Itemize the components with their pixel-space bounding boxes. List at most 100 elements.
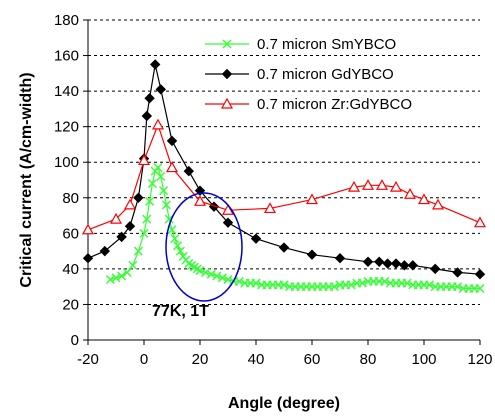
y-tick-label: 140	[54, 83, 79, 100]
data-point	[161, 200, 171, 210]
y-ticks: 0 20 40 60 80 100 120 140 160 180	[54, 12, 88, 349]
data-point	[124, 221, 136, 232]
data-point	[212, 271, 222, 281]
data-point	[362, 256, 374, 267]
x-tick-label: 100	[411, 351, 436, 368]
data-point	[116, 231, 127, 243]
legend-marker	[220, 97, 234, 109]
data-point	[183, 165, 195, 177]
data-point	[123, 198, 137, 210]
y-tick-label: 100	[54, 154, 79, 171]
data-point	[473, 216, 487, 228]
x-tick-label: -20	[77, 351, 99, 368]
data-point	[82, 253, 94, 264]
legend-entry: 0.7 micron Zr:GdYBCO	[205, 96, 412, 113]
data-point	[133, 246, 143, 256]
data-point	[195, 266, 205, 276]
data-point	[167, 225, 177, 235]
conditions-annotation: 77K, 1T	[152, 303, 209, 320]
data-point	[155, 84, 167, 95]
legend: 0.7 micron SmYBCO 0.7 micron GdYBCO 0.7 mi…	[205, 36, 412, 113]
data-point	[389, 180, 403, 192]
data-point	[122, 267, 132, 277]
data-point	[117, 271, 127, 281]
x-tick-label: 80	[360, 351, 377, 368]
data-point	[81, 223, 95, 235]
plot-area: -20 0 20 40 60 80 100 120 0 20 40 60 80 100 120 140 160…	[54, 12, 493, 368]
x-tick-label: 20	[192, 351, 209, 368]
data-point	[105, 275, 115, 285]
data-point	[222, 217, 234, 228]
x-tick-label: 60	[304, 351, 321, 368]
data-point	[403, 187, 417, 199]
x-axis-title: Angle (degree)	[228, 395, 340, 412]
data-point	[399, 260, 410, 271]
data-point	[475, 283, 485, 293]
y-tick-label: 80	[62, 190, 79, 207]
data-point	[373, 256, 385, 267]
data-point	[357, 278, 367, 288]
data-point	[109, 212, 123, 224]
data-point	[380, 276, 390, 286]
data-point	[453, 282, 463, 292]
data-point	[431, 198, 445, 210]
x-tick-label: 120	[467, 351, 492, 368]
data-point	[278, 242, 290, 253]
data-point	[99, 245, 111, 257]
y-tick-label: 60	[62, 225, 79, 242]
data-point	[361, 179, 375, 190]
x-ticks: -20 0 20 40 60 80 100 120	[77, 340, 493, 368]
series-1	[82, 59, 486, 280]
data-point	[417, 193, 431, 205]
data-point	[147, 179, 157, 189]
x-tick-label: 0	[140, 351, 148, 368]
y-tick-label: 160	[54, 48, 79, 65]
data-point	[137, 154, 151, 166]
data-point	[145, 196, 155, 206]
x-tick-label: 40	[248, 351, 265, 368]
data-point	[452, 267, 463, 278]
data-point	[206, 269, 216, 279]
data-point	[128, 260, 138, 270]
data-point	[347, 180, 361, 192]
data-point	[250, 233, 262, 244]
series-2	[81, 118, 487, 235]
data-point	[474, 269, 486, 280]
data-point	[111, 273, 121, 283]
data-point	[334, 253, 346, 264]
data-point	[382, 258, 393, 269]
data-point	[142, 214, 152, 224]
data-point	[390, 258, 402, 269]
y-tick-label: 180	[54, 12, 79, 29]
data-point	[149, 59, 161, 70]
data-point	[133, 192, 144, 203]
legend-entry: 0.7 micron GdYBCO	[205, 66, 394, 83]
data-point	[144, 93, 155, 104]
y-axis-title: Critical current (A/cm-width)	[18, 72, 35, 287]
data-point	[139, 228, 149, 238]
highlight-ellipse	[165, 192, 243, 302]
data-point	[234, 276, 244, 286]
y-tick-label: 0	[71, 332, 79, 349]
data-point	[346, 280, 356, 290]
y-tick-label: 120	[54, 119, 79, 136]
data-point	[429, 263, 441, 275]
legend-label: 0.7 micron Zr:GdYBCO	[257, 96, 412, 113]
y-tick-label: 40	[62, 261, 79, 278]
data-point	[279, 280, 289, 290]
data-point	[151, 118, 165, 130]
data-point	[402, 278, 412, 288]
data-point	[217, 273, 227, 283]
legend-label: 0.7 micron SmYBCO	[257, 36, 396, 53]
data-point	[193, 195, 207, 206]
data-point	[201, 267, 211, 277]
data-point	[306, 249, 318, 260]
data-point	[153, 163, 163, 173]
data-point	[407, 260, 419, 271]
data-point	[251, 278, 261, 288]
data-point	[221, 203, 235, 215]
data-point	[305, 193, 319, 205]
data-point	[159, 186, 169, 196]
data-point	[329, 282, 339, 292]
legend-marker	[221, 68, 233, 80]
